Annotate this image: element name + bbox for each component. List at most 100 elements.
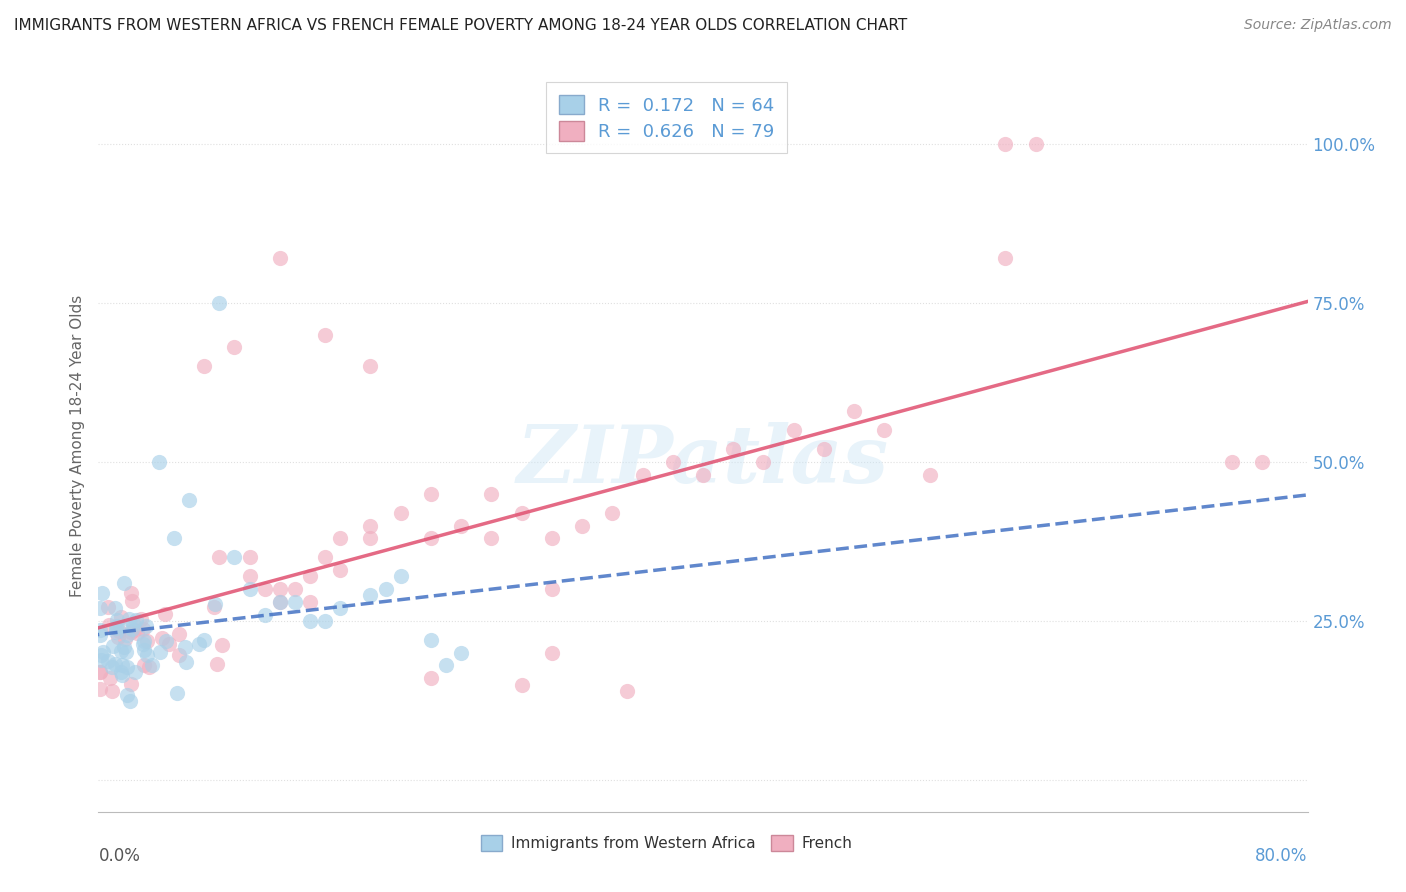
Point xyxy=(179,493,201,508)
Point xyxy=(135,618,157,632)
Point xyxy=(299,595,322,609)
Point xyxy=(434,658,457,673)
Point xyxy=(208,296,231,310)
Point xyxy=(89,627,111,641)
Point xyxy=(132,657,155,672)
Point xyxy=(132,637,155,651)
Point xyxy=(813,442,835,457)
Point xyxy=(112,640,135,655)
Point xyxy=(97,600,120,615)
Point xyxy=(105,613,128,627)
Point xyxy=(540,646,562,660)
Point xyxy=(389,569,412,583)
Text: IMMIGRANTS FROM WESTERN AFRICA VS FRENCH FEMALE POVERTY AMONG 18-24 YEAR OLDS CO: IMMIGRANTS FROM WESTERN AFRICA VS FRENCH… xyxy=(14,18,907,33)
Point xyxy=(132,622,155,636)
Point xyxy=(224,340,246,354)
Point xyxy=(124,665,146,679)
Point xyxy=(284,595,307,609)
Point xyxy=(89,665,111,679)
Point xyxy=(141,657,163,672)
Point xyxy=(193,359,215,374)
Point xyxy=(540,531,562,545)
Point xyxy=(118,612,141,626)
Point xyxy=(125,613,148,627)
Point xyxy=(873,423,896,437)
Point xyxy=(602,506,624,520)
Point xyxy=(481,486,503,500)
Point xyxy=(148,455,170,469)
Point xyxy=(360,359,382,374)
Point xyxy=(110,665,132,679)
Point xyxy=(314,327,336,342)
Point xyxy=(163,531,186,545)
Point xyxy=(136,634,159,648)
Point xyxy=(918,467,941,482)
Text: 0.0%: 0.0% xyxy=(98,847,141,865)
Point xyxy=(314,550,336,565)
Point xyxy=(98,617,121,632)
Point xyxy=(120,677,142,691)
Point xyxy=(994,136,1017,151)
Point xyxy=(118,694,141,708)
Point xyxy=(1024,136,1046,151)
Point xyxy=(844,404,866,418)
Point xyxy=(91,644,114,658)
Point xyxy=(420,632,443,647)
Point xyxy=(155,634,177,648)
Point xyxy=(253,607,276,622)
Point xyxy=(239,582,262,596)
Point xyxy=(752,455,775,469)
Point xyxy=(204,598,226,612)
Point xyxy=(314,614,336,628)
Point xyxy=(420,531,443,545)
Point xyxy=(420,671,443,685)
Point xyxy=(211,638,233,652)
Point xyxy=(134,633,156,648)
Point xyxy=(299,614,322,628)
Point xyxy=(510,677,533,691)
Point xyxy=(89,600,111,615)
Point xyxy=(121,594,143,608)
Point xyxy=(101,639,124,653)
Point xyxy=(122,623,145,637)
Point xyxy=(205,657,228,671)
Point xyxy=(631,467,654,482)
Point xyxy=(450,518,472,533)
Point xyxy=(89,665,111,680)
Point xyxy=(299,569,322,583)
Point xyxy=(284,582,307,596)
Point xyxy=(239,550,262,565)
Point xyxy=(239,569,262,583)
Point xyxy=(174,640,197,654)
Point xyxy=(994,252,1017,266)
Point xyxy=(111,657,134,672)
Point xyxy=(110,609,132,624)
Point xyxy=(571,518,593,533)
Point xyxy=(329,531,352,545)
Point xyxy=(224,550,246,565)
Point xyxy=(104,601,127,615)
Point xyxy=(420,486,443,500)
Point xyxy=(253,582,276,596)
Point xyxy=(104,625,127,640)
Point xyxy=(136,648,159,662)
Point xyxy=(269,595,291,609)
Point xyxy=(91,586,114,600)
Point xyxy=(101,659,124,673)
Point xyxy=(174,655,197,669)
Point xyxy=(510,506,533,520)
Point xyxy=(389,506,412,520)
Point xyxy=(90,653,112,667)
Point xyxy=(89,682,111,697)
Point xyxy=(723,442,745,457)
Point xyxy=(1220,455,1243,469)
Point xyxy=(105,619,128,633)
Point xyxy=(329,601,352,615)
Point xyxy=(360,589,382,603)
Point xyxy=(121,622,143,636)
Point xyxy=(127,625,149,640)
Point xyxy=(100,683,122,698)
Text: Source: ZipAtlas.com: Source: ZipAtlas.com xyxy=(1244,18,1392,32)
Point xyxy=(360,531,382,545)
Point xyxy=(108,624,131,638)
